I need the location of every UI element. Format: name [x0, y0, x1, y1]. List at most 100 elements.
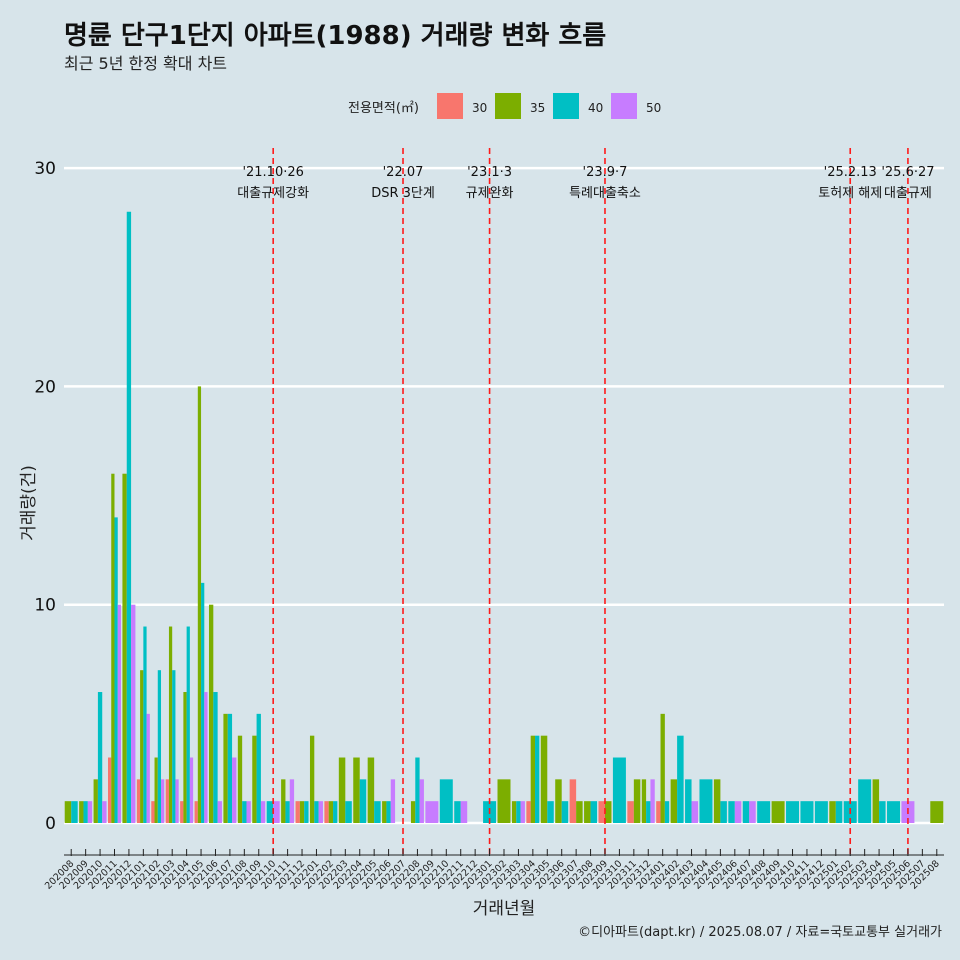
bar-202309-30 [598, 801, 605, 823]
bar-202501-40 [835, 801, 843, 823]
bar-202306-35 [555, 779, 562, 823]
bar-202303-40 [516, 801, 521, 823]
event-date: '25.2.13 [824, 165, 877, 180]
bar-202112-30 [295, 801, 300, 823]
bar-202409-35 [771, 801, 785, 823]
bar-202309-35 [604, 801, 612, 823]
bar-202503-40 [858, 779, 872, 823]
bar-202312-40 [646, 801, 651, 823]
bar-202403-40 [685, 779, 692, 823]
bar-202402-40 [677, 735, 684, 823]
legend-label-35: 35 [530, 101, 545, 115]
bar-202501-35 [829, 801, 836, 823]
bar-202101-35 [140, 670, 144, 823]
bar-202105-30 [194, 801, 198, 823]
bar-202112-35 [299, 801, 305, 823]
event-markers: '21.10·26 대출규제강화 '22.07 DSR 3단계 '23.1·3 규제완화 '… [237, 148, 935, 855]
bar-202106-40 [213, 692, 218, 823]
bar-202009-40 [83, 801, 88, 823]
bar-202211-40 [454, 801, 461, 823]
bar-202011-40 [114, 517, 118, 823]
bar-202202-35 [328, 801, 334, 823]
caption: ©디아파트(dapt.kr) / 2025.08.07 / 자료=국토교통부 실… [578, 925, 942, 940]
bar-202312-35 [641, 779, 647, 823]
y-axis-label: 거래량(건) [19, 465, 39, 541]
legend-swatch-50 [611, 93, 637, 119]
bar-202308-35 [584, 801, 591, 823]
bar-202201-50 [318, 801, 323, 823]
bar-202108-40 [242, 801, 247, 823]
legend-title: 전용면적(㎡) [348, 101, 419, 116]
bar-202105-50 [204, 692, 208, 823]
event-date: '22.07 [383, 165, 424, 180]
event-date: '23.1·3 [467, 165, 512, 180]
bar-202111-50 [289, 779, 295, 823]
bar-202304-30 [526, 801, 531, 823]
bar-202211-50 [460, 801, 468, 823]
bar-202202-40 [333, 801, 338, 823]
bar-202305-40 [547, 801, 554, 823]
bar-202102-50 [161, 779, 165, 823]
bar-202406-40 [728, 801, 735, 823]
event-label: 대출규제강화 [237, 186, 309, 201]
bar-202401-40 [664, 801, 670, 823]
bar-202011-35 [111, 473, 115, 823]
bar-202203-35 [338, 757, 346, 823]
legend-label-30: 30 [472, 101, 487, 115]
bar-202405-40 [720, 801, 727, 823]
bar-202108-35 [237, 735, 243, 823]
bar-202012-40 [126, 211, 132, 823]
bar-202206-40 [386, 801, 391, 823]
bar-202008-40 [71, 801, 78, 823]
bar-202112-40 [304, 801, 309, 823]
bar-202310-40 [612, 757, 626, 823]
chart-subtitle: 최근 5년 한정 확대 차트 [64, 54, 227, 73]
bar-202201-40 [314, 801, 319, 823]
event-date: '25.6·27 [881, 165, 934, 180]
bar-202103-50 [175, 779, 179, 823]
bar-202010-50 [102, 801, 107, 823]
y-tick-label: 30 [34, 159, 56, 179]
bar-202401-30 [656, 801, 661, 823]
bar-202504-35 [872, 779, 880, 823]
bar-202101-50 [146, 713, 150, 823]
bars [64, 211, 944, 823]
bar-202010-40 [97, 692, 103, 823]
bar-202307-35 [576, 801, 583, 823]
bar-202011-50 [117, 604, 121, 823]
bar-202209-50 [425, 801, 439, 823]
bar-202206-35 [382, 801, 387, 823]
bar-202104-40 [186, 626, 190, 823]
bar-202105-40 [201, 582, 205, 823]
bar-202407-40 [742, 801, 750, 823]
bar-202208-50 [419, 779, 424, 823]
bar-202208-35 [410, 801, 416, 823]
legend-label-40: 40 [588, 101, 603, 115]
bar-202106-50 [217, 801, 222, 823]
bar-202103-35 [168, 626, 173, 823]
bar-202011-30 [108, 757, 112, 823]
bar-202204-40 [359, 779, 367, 823]
bar-202508-35 [930, 801, 944, 823]
bar-202012-35 [122, 473, 127, 823]
bar-202107-40 [227, 713, 233, 823]
bar-202303-50 [520, 801, 525, 823]
bar-202308-40 [590, 801, 598, 823]
bar-202410-40 [786, 801, 800, 823]
bar-202312-50 [650, 779, 655, 823]
bar-202412-40 [814, 801, 828, 823]
bar-202302-35 [497, 779, 511, 823]
bar-202404-40 [699, 779, 713, 823]
bar-202104-35 [183, 692, 187, 823]
bar-202210-40 [439, 779, 453, 823]
bar-202101-40 [143, 626, 147, 823]
bar-202104-30 [180, 801, 184, 823]
bar-202203-40 [345, 801, 352, 823]
bar-202106-35 [208, 604, 214, 823]
bar-202103-30 [165, 779, 169, 823]
bar-202311-35 [633, 779, 641, 823]
bar-202201-35 [309, 735, 315, 823]
event-label: DSR 3단계 [371, 186, 435, 201]
event-date: '23.9·7 [583, 165, 628, 180]
